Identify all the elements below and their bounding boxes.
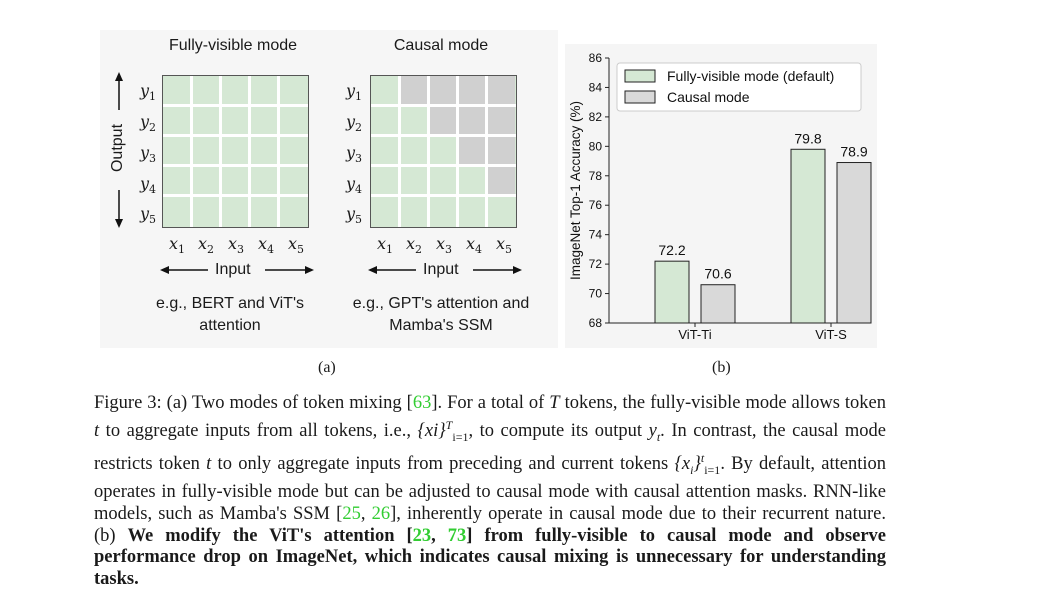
y-label-4: y4 xyxy=(346,174,363,197)
bar-data-label: 79.8 xyxy=(794,130,821,146)
x-label-2: x2 xyxy=(406,234,423,257)
output-arrow-icon xyxy=(115,72,123,228)
x-label-3: x3 xyxy=(436,234,453,257)
y-tick-label: 72 xyxy=(589,257,603,271)
bar-data-label: 72.2 xyxy=(658,242,685,258)
input-arrow-icon xyxy=(160,266,314,274)
y-label-3: y3 xyxy=(140,143,157,166)
output-label: Output xyxy=(109,123,126,173)
bar xyxy=(654,260,690,324)
y-tick-label: 80 xyxy=(589,139,603,153)
sublabel-b: (b) xyxy=(712,359,731,376)
citation-link[interactable]: 73 xyxy=(447,525,467,546)
y-label-5: y5 xyxy=(140,204,157,227)
panel-b-chart: 68 70 72 74 76 78 80 82 84 86 ImageNet Top-1 Accur… xyxy=(565,44,877,348)
x-label-1: x1 xyxy=(169,234,186,257)
legend-box xyxy=(616,62,862,112)
citation-link[interactable]: 26 xyxy=(371,503,391,524)
accuracy-bar-chart: 68 70 72 74 76 78 80 82 84 86 ImageNet Top-1 Accur… xyxy=(568,51,872,342)
fully-visible-grid xyxy=(162,75,309,228)
bar xyxy=(790,148,826,324)
bar-data-label: 78.9 xyxy=(840,144,867,160)
citation-link[interactable]: 63 xyxy=(412,393,432,413)
x-label-5: x5 xyxy=(496,234,513,257)
y-label-3: y3 xyxy=(346,143,363,166)
y-tick-label: 70 xyxy=(589,287,603,301)
causal-title: Causal mode xyxy=(393,37,489,54)
citation-link[interactable]: 25 xyxy=(342,503,361,524)
y-tick-label: 76 xyxy=(589,198,603,212)
y-label-2: y2 xyxy=(140,112,157,135)
input-arrow-icon xyxy=(368,266,522,274)
y-label-1: y1 xyxy=(140,81,157,104)
x-label-4: x4 xyxy=(258,234,275,257)
x-tick-label: ViT-Ti xyxy=(678,327,711,342)
y-label-2: y2 xyxy=(346,112,363,135)
x-label-1: x1 xyxy=(377,234,394,257)
x-label-4: x4 xyxy=(466,234,483,257)
y-tick-label: 74 xyxy=(589,228,603,242)
x-tick-label: ViT-S xyxy=(815,327,847,342)
y-tick-label: 68 xyxy=(589,316,603,330)
y-axis-label: ImageNet Top-1 Accuracy (%) xyxy=(568,101,583,280)
x-label-3: x3 xyxy=(228,234,245,257)
sublabel-a: (a) xyxy=(318,359,336,376)
panel-a-token-mixing: Fully-visible mode Causal mode Output y1… xyxy=(100,30,558,348)
fully-visible-caption: e.g., BERT and ViT's attention xyxy=(155,295,305,334)
y-tick-label: 82 xyxy=(589,110,603,124)
input-label: Input xyxy=(423,261,459,278)
causal-grid xyxy=(370,75,517,228)
bar xyxy=(700,284,736,324)
y-tick-label: 84 xyxy=(589,80,603,94)
x-label-5: x5 xyxy=(288,234,305,257)
y-label-5: y5 xyxy=(346,204,363,227)
citation-link[interactable]: 23 xyxy=(412,525,432,546)
y-tick-label: 86 xyxy=(589,51,603,65)
y-label-4: y4 xyxy=(140,174,157,197)
causal-caption: e.g., GPT's attention and Mamba's SSM xyxy=(352,295,530,334)
x-label-2: x2 xyxy=(198,234,215,257)
y-tick-label: 78 xyxy=(589,169,603,183)
bar-data-label: 70.6 xyxy=(704,266,731,282)
bar xyxy=(836,162,872,324)
fully-visible-title: Fully-visible mode xyxy=(168,37,298,54)
legend-label: Fully-visible mode (default) xyxy=(667,68,834,84)
legend-label: Causal mode xyxy=(667,89,750,105)
input-label: Input xyxy=(215,261,251,278)
legend-swatch xyxy=(624,90,656,104)
figure-caption: Figure 3: (a) Two modes of token mixing … xyxy=(94,393,886,590)
y-label-1: y1 xyxy=(346,81,363,104)
legend-swatch xyxy=(624,69,656,83)
